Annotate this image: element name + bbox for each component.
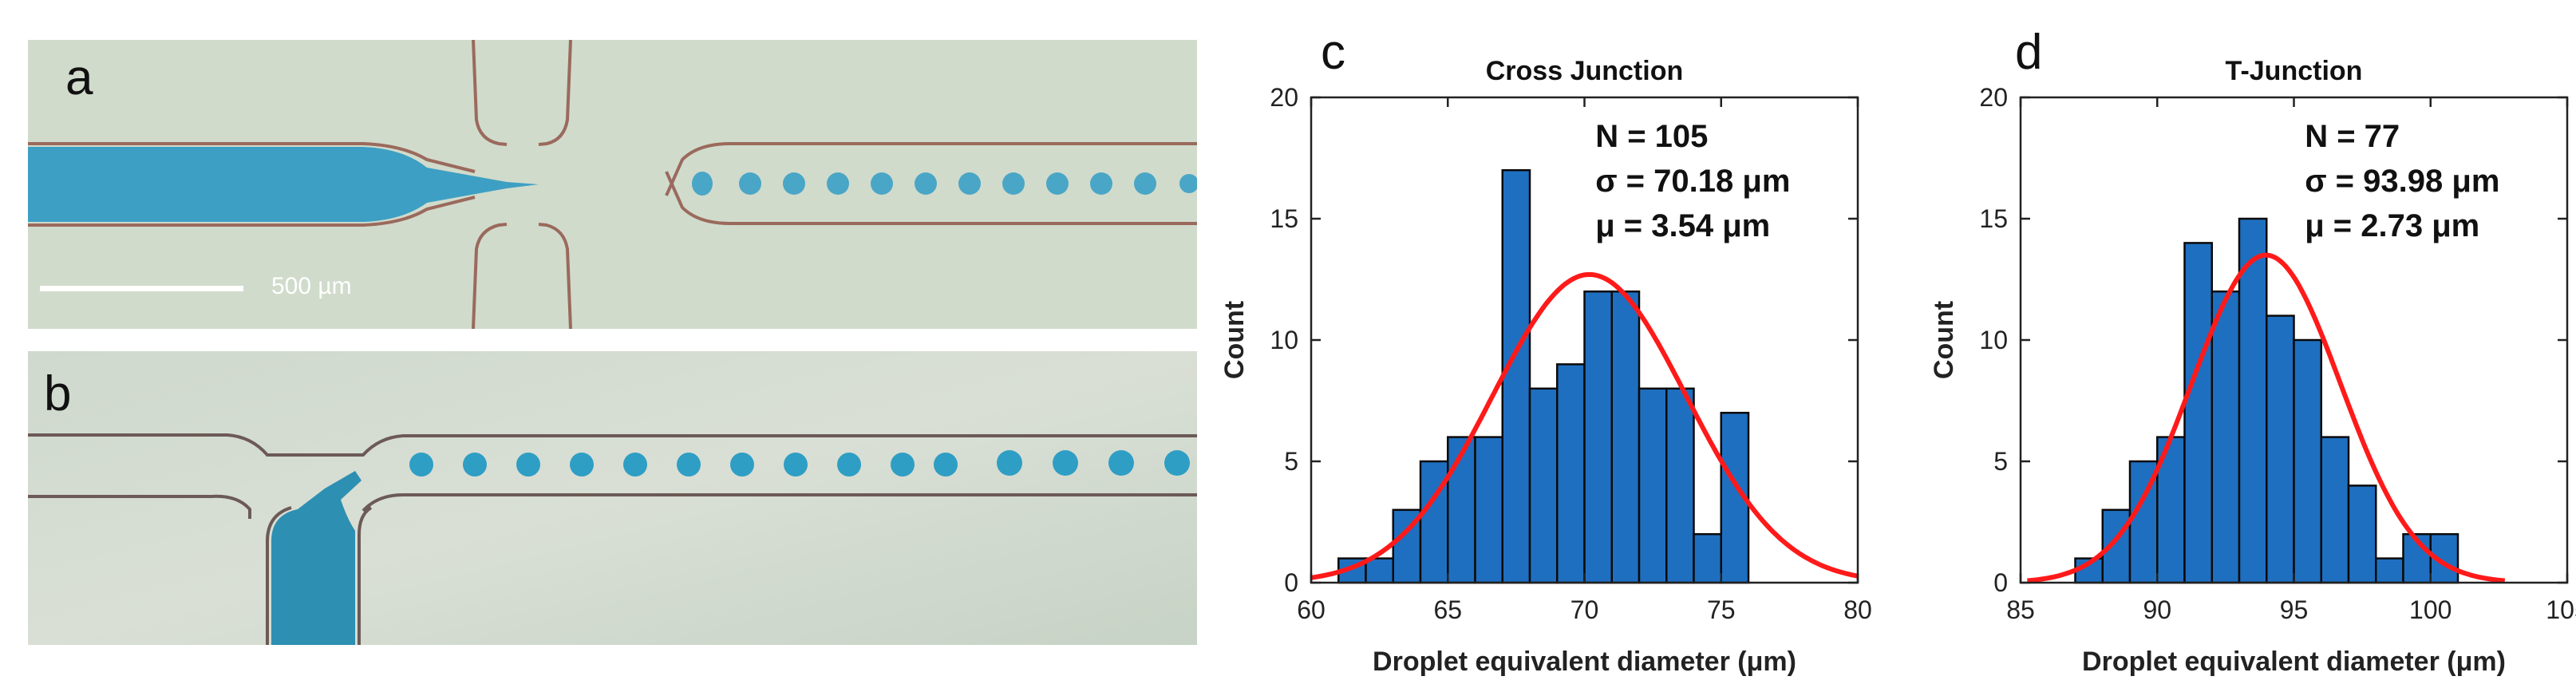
micrograph-cross-junction: 500 µm [28, 39, 1199, 330]
x-tick-label: 80 [1843, 595, 1872, 624]
scale-bar-label: 500 µm [271, 273, 352, 299]
x-tick-label: 105 [2546, 595, 2576, 624]
y-axis-label: Count [1219, 301, 1250, 379]
y-tick-label: 10 [1270, 326, 1298, 354]
stats-annotation: σ = 93.98 μm [2305, 164, 2499, 199]
x-tick-label: 75 [1707, 595, 1736, 624]
histogram-bar [1501, 168, 1531, 584]
histogram-bar [1447, 436, 1476, 584]
histogram-bar [1665, 387, 1695, 584]
histogram-bar [1720, 411, 1750, 584]
cross-junction-image [28, 39, 1199, 330]
x-axis-label: Droplet equivalent diameter (μm) [1373, 647, 1796, 677]
scale-bar [40, 286, 243, 291]
chart-title: T-Junction [2226, 56, 2363, 86]
x-tick-label: 85 [2006, 595, 2035, 624]
t-junction-image [28, 351, 1197, 645]
histogram-bar [1528, 387, 1559, 584]
y-tick-label: 20 [1979, 83, 2008, 112]
histogram-bar [2211, 290, 2241, 584]
x-tick-label: 65 [1433, 595, 1462, 624]
y-tick-label: 0 [1284, 568, 1298, 597]
histogram-cross-junction: Cross Junction 60 65 70 75 80 0 5 10 15 20 Droplet … [1219, 56, 1872, 677]
panel-label-b: b [44, 366, 72, 421]
histogram-bar [2375, 557, 2404, 584]
histogram-bar [2320, 436, 2350, 584]
stats-annotation: N = 77 [2305, 119, 2400, 154]
histogram-bar [2293, 338, 2322, 584]
x-tick-label: 95 [2280, 595, 2309, 624]
normal-fit-curve [2027, 252, 2505, 583]
histogram-bar [1365, 557, 1394, 584]
histogram-bar [2266, 314, 2295, 584]
panel-label-d: d [2015, 25, 2043, 80]
histogram-bar [1638, 387, 1668, 584]
y-tick-label: 15 [1270, 204, 1298, 233]
stats-annotation: μ = 3.54 μm [1595, 208, 1770, 243]
stats-annotation: μ = 2.73 μm [2305, 208, 2479, 243]
histogram-bar [1474, 436, 1503, 584]
y-tick-label: 20 [1270, 83, 1298, 112]
stats-annotation: σ = 70.18 μm [1595, 164, 1790, 199]
histogram-bar [1610, 290, 1641, 584]
histogram-bar [1556, 363, 1586, 584]
y-axis-label: Count [1929, 301, 1959, 379]
histogram-t-junction: T-Junction 85 90 95 100 105 0 5 10 15 20 Droplet eq… [1929, 56, 2576, 677]
x-tick-label: 100 [2409, 595, 2452, 624]
panel-label-a: a [65, 50, 93, 105]
y-tick-label: 10 [1979, 326, 2008, 354]
x-tick-label: 70 [1570, 595, 1599, 624]
y-tick-label: 5 [1284, 447, 1298, 476]
x-axis-label: Droplet equivalent diameter (μm) [2082, 647, 2506, 677]
y-tick-label: 15 [1979, 204, 2008, 233]
histogram-bar [2183, 242, 2213, 584]
chart-title: Cross Junction [1486, 56, 1683, 86]
micrograph-t-junction [28, 351, 1197, 645]
histogram-bar [1693, 532, 1722, 584]
y-tick-label: 0 [1993, 568, 2008, 597]
x-tick-label: 90 [2143, 595, 2171, 624]
y-tick-label: 5 [1993, 447, 2008, 476]
histogram-bar [1583, 290, 1613, 584]
normal-fit-curve [1310, 271, 1859, 580]
stats-annotation: N = 105 [1595, 119, 1708, 154]
x-tick-label: 60 [1297, 595, 1326, 624]
panel-label-c: c [1321, 25, 1345, 80]
histogram-bar [2347, 484, 2377, 584]
